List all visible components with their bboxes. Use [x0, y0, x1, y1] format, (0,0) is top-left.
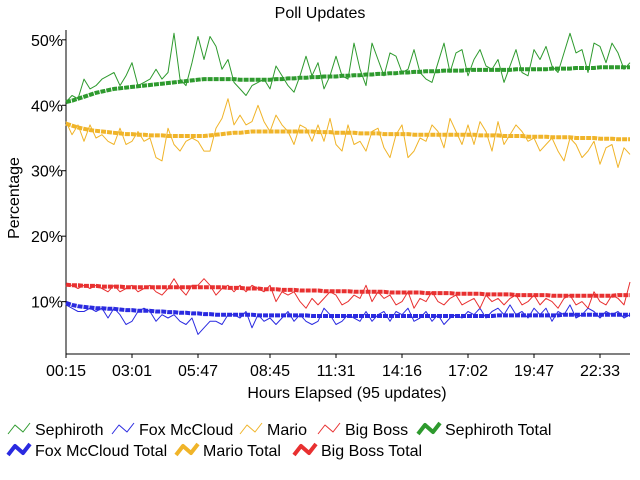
legend-label-sephiroth: Sephiroth [35, 422, 104, 439]
legend-label-big-boss: Big Boss [345, 422, 408, 439]
legend-swatch-fox-mccloud [111, 422, 135, 435]
series-line-big-boss [66, 278, 631, 309]
series-line-fox-mccloud-total [65, 301, 630, 318]
x-tick-label: 14:16 [382, 363, 422, 380]
legend-swatch-mario [239, 422, 263, 435]
y-tick-label: 30% [31, 164, 63, 181]
series-line-mario [65, 98, 631, 168]
x-tick-label: 05:47 [178, 363, 218, 380]
legend-label-mario-total: Mario Total [203, 443, 281, 460]
x-tick-label: 19:47 [514, 363, 554, 380]
y-tick-label: 20% [31, 229, 63, 246]
x-tick-label: 22:33 [580, 363, 620, 380]
chart-title: Poll Updates [275, 5, 366, 22]
y-tick-label: 50% [31, 33, 63, 50]
x-axis-label: Hours Elapsed (95 updates) [247, 385, 446, 402]
legend-swatch-big-boss [317, 422, 341, 435]
plot-area: 10% 20% 30% 40% 50% 00:15 03:01 05:47 08:45 11:31… [31, 30, 631, 380]
legend: Sephiroth Fox McCloud Mario Big Boss Sephiro… [6, 421, 551, 460]
legend-swatch-mario-total [174, 442, 200, 457]
legend-label-fox-mccloud: Fox McCloud [139, 422, 233, 439]
legend-swatch-sephiroth-total [416, 421, 442, 436]
x-tick-label: 11:31 [317, 363, 356, 380]
legend-label-sephiroth-total: Sephiroth Total [445, 422, 551, 439]
y-tick-label: 10% [31, 295, 63, 312]
legend-label-fox-mccloud-total: Fox McCloud Total [35, 443, 167, 460]
x-tick-label: 00:15 [46, 363, 86, 380]
legend-label-mario: Mario [267, 422, 307, 439]
x-tick-label: 08:45 [250, 363, 290, 380]
legend-swatch-fox-mccloud-total [6, 442, 32, 457]
x-tick-label: 03:01 [112, 363, 152, 380]
legend-label-big-boss-total: Big Boss Total [321, 443, 422, 460]
series-line-sephiroth-total [65, 65, 630, 104]
series-line-sephiroth [65, 32, 631, 103]
series-line-big-boss-total [65, 282, 630, 298]
y-tick-label: 40% [31, 98, 63, 115]
legend-swatch-sephiroth [7, 422, 31, 435]
x-tick-label: 17:02 [448, 363, 488, 380]
series-line-mario-total [65, 121, 630, 142]
y-axis-label: Percentage [6, 157, 23, 239]
legend-swatch-big-boss-total [292, 442, 318, 457]
